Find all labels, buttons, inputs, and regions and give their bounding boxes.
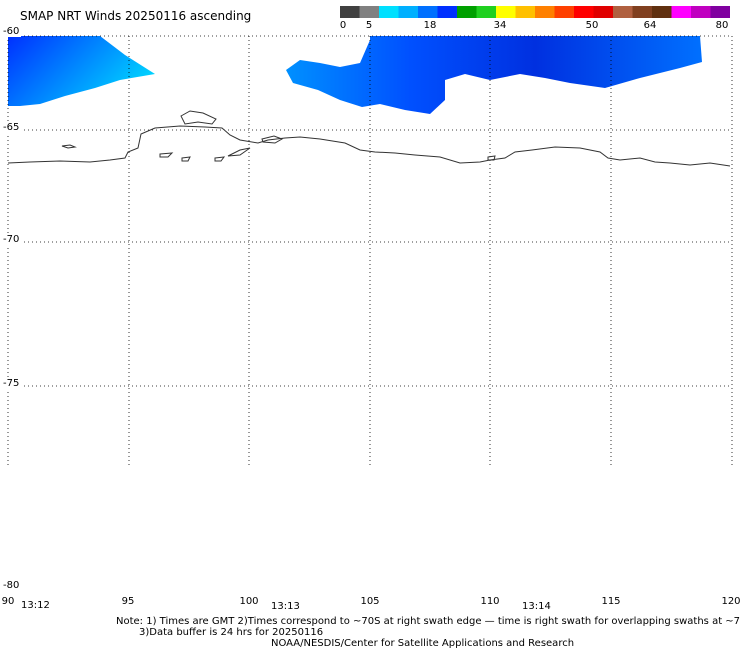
lat-lon-grid — [7, 35, 733, 465]
lon-label-110: 110 — [480, 596, 500, 607]
colorbar-segment — [710, 6, 730, 18]
colorbar-segment — [652, 6, 672, 18]
colorbar-label-34: 34 — [493, 20, 507, 31]
antarctic-coastline — [7, 110, 731, 167]
colorbar-segment — [340, 6, 360, 18]
colorbar-segment — [632, 6, 653, 18]
map-title: SMAP NRT Winds 20250116 ascending — [20, 9, 252, 23]
lat-label--60: -60 — [3, 26, 22, 37]
colorbar-segment — [437, 6, 458, 18]
colorbar-label-64: 64 — [643, 20, 657, 31]
colorbar-segment — [574, 6, 594, 18]
colorbar-label-18: 18 — [423, 20, 437, 31]
colorbar-segment — [379, 6, 399, 18]
note-line-2: 3)Data buffer is 24 hrs for 20250116 — [139, 627, 324, 638]
colorbar-label-50: 50 — [585, 20, 599, 31]
wind-swath-west — [8, 36, 155, 106]
lat-label--75: -75 — [3, 378, 22, 389]
wind-swath-east — [286, 36, 702, 114]
lat-label--70: -70 — [3, 234, 22, 245]
lon-label-100: 100 — [239, 596, 259, 607]
note-line-1: Note: 1) Times are GMT 2)Times correspon… — [116, 616, 740, 627]
colorbar-segment — [671, 6, 692, 18]
colorbar-segment — [359, 6, 380, 18]
wind-swaths — [8, 36, 702, 114]
colorbar-label-0: 0 — [339, 20, 347, 31]
lon-label-90: 90 — [1, 596, 15, 607]
time-label-1: 13:12 — [21, 600, 50, 611]
time-label-2: 13:13 — [271, 601, 300, 612]
note-line-3: NOAA/NESDIS/Center for Satellite Applica… — [271, 638, 575, 649]
lat-label--65: -65 — [3, 122, 22, 133]
colorbar-segment — [593, 6, 614, 18]
colorbar-segment — [613, 6, 633, 18]
colorbar-segment — [476, 6, 497, 18]
time-label-3: 13:14 — [522, 601, 551, 612]
colorbar-segment — [535, 6, 555, 18]
wind-speed-colorbar — [340, 6, 730, 18]
colorbar-label-5: 5 — [365, 20, 373, 31]
colorbar-segment — [515, 6, 536, 18]
colorbar-segment — [418, 6, 438, 18]
lon-label-105: 105 — [360, 596, 380, 607]
colorbar-segment — [554, 6, 575, 18]
lat-label--80: -80 — [3, 580, 22, 591]
lon-label-95: 95 — [121, 596, 135, 607]
lon-label-120: 120 — [721, 596, 740, 607]
colorbar-segment — [398, 6, 419, 18]
colorbar-segment — [496, 6, 516, 18]
colorbar-segment — [691, 6, 711, 18]
colorbar-label-80: 80 — [715, 20, 729, 31]
lon-label-115: 115 — [601, 596, 621, 607]
colorbar-segment — [457, 6, 477, 18]
